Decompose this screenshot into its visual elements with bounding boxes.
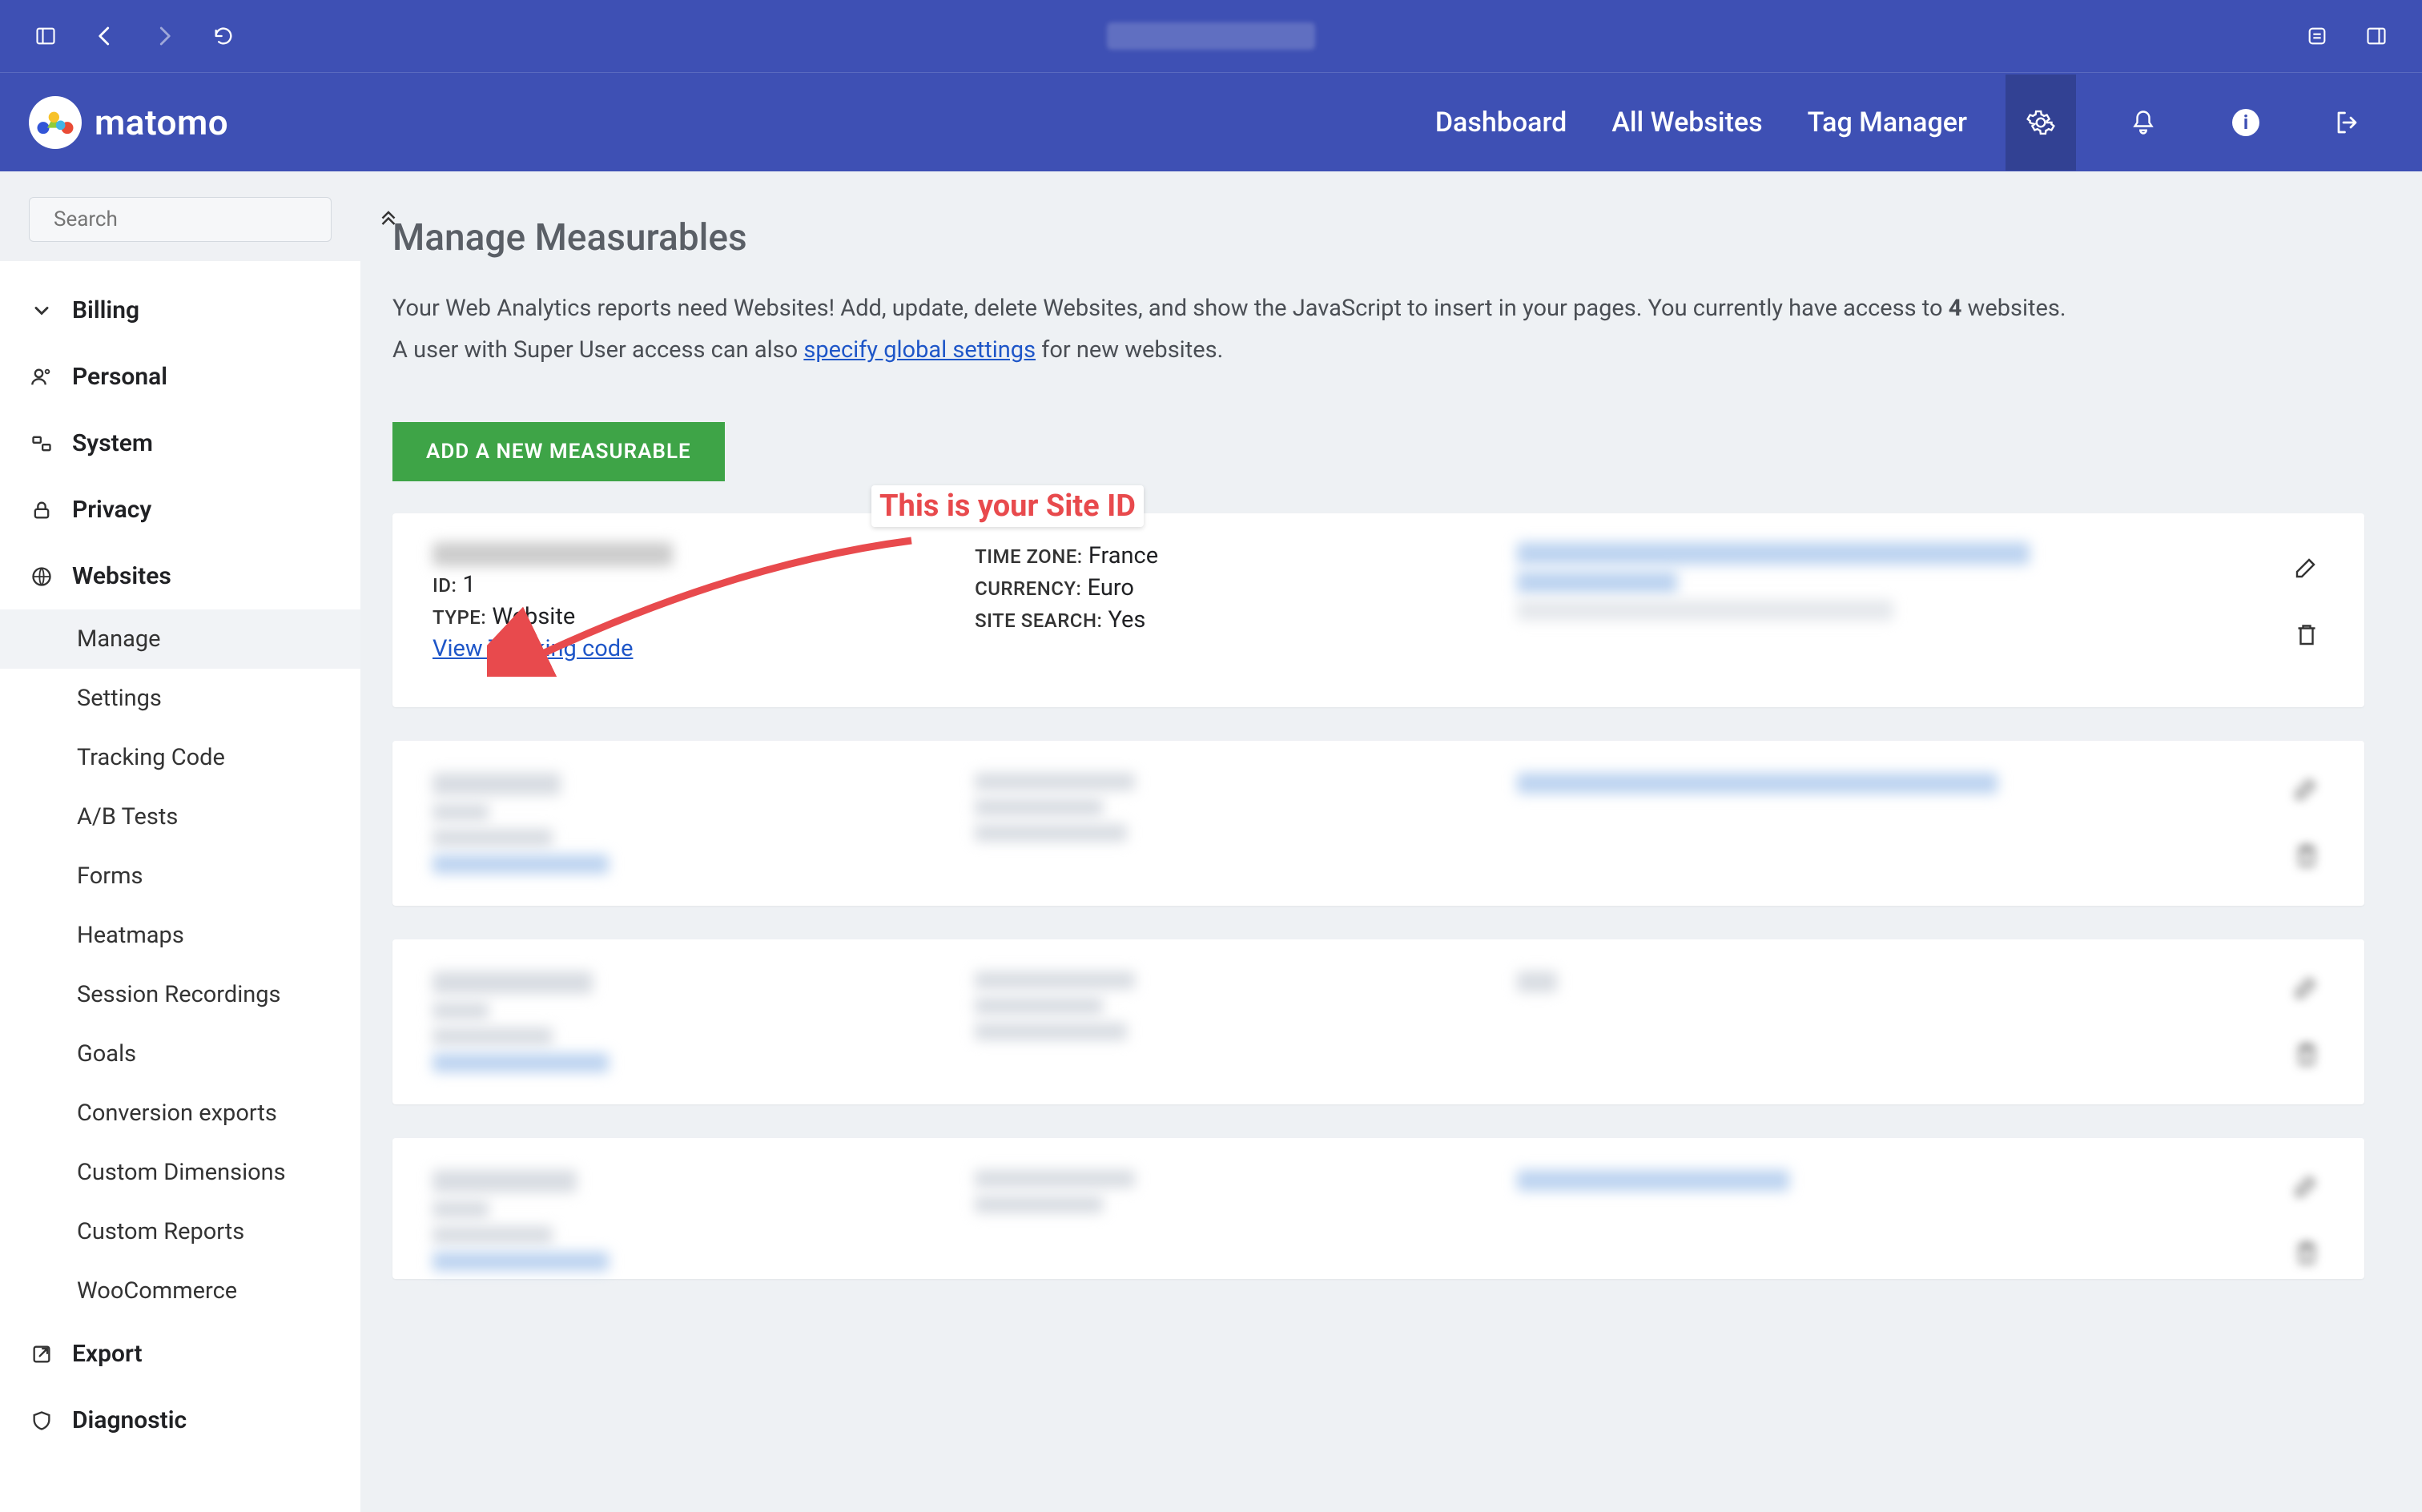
sidebar-label: Privacy xyxy=(72,496,151,524)
lock-icon xyxy=(30,499,53,521)
measurable-card-masked xyxy=(392,939,2364,1104)
matomo-mark-icon xyxy=(29,96,82,149)
info-icon[interactable]: i xyxy=(2211,74,2281,171)
sidebar-item-session-recordings[interactable]: Session Recordings xyxy=(0,965,360,1024)
matomo-logo[interactable]: matomo xyxy=(29,96,228,149)
signout-icon[interactable] xyxy=(2313,74,2384,171)
sidebar-item-goals[interactable]: Goals xyxy=(0,1024,360,1084)
sidebar-label: Export xyxy=(72,1340,143,1368)
top-nav: Dashboard All Websites Tag Manager xyxy=(1435,107,1967,139)
export-icon xyxy=(30,1343,53,1365)
back-icon[interactable] xyxy=(91,22,119,50)
card-col-urls xyxy=(1517,542,2276,662)
collapse-sidebar-icon[interactable] xyxy=(376,208,400,235)
page-description: Your Web Analytics reports need Websites… xyxy=(392,292,2364,327)
sidebar-group-billing[interactable]: Billing xyxy=(0,277,360,344)
forward-icon[interactable] xyxy=(151,22,178,50)
page-description-2: A user with Super User access can also s… xyxy=(392,333,2364,368)
sidebar-item-heatmaps[interactable]: Heatmaps xyxy=(0,906,360,965)
sidebar-label: Diagnostic xyxy=(72,1406,187,1434)
sidebar-item-woocommerce[interactable]: WooCommerce xyxy=(0,1261,360,1321)
app-body: Billing Personal System Privacy Websites… xyxy=(0,171,2422,1512)
sidebar-group-diagnostic[interactable]: Diagnostic xyxy=(0,1387,360,1454)
page-title: Manage Measurables xyxy=(392,216,2364,259)
measurable-card: ID: 1 TYPE: Website View Tracking code T… xyxy=(392,513,2364,707)
tabs-icon[interactable] xyxy=(2363,22,2390,50)
sidebar-group-system[interactable]: System xyxy=(0,410,360,477)
sidebar-item-custom-dimensions[interactable]: Custom Dimensions xyxy=(0,1143,360,1202)
sidebar-search[interactable] xyxy=(29,197,332,242)
sidebar-label: Personal xyxy=(72,363,167,391)
sidebar-label: System xyxy=(72,429,153,457)
measurable-card-masked xyxy=(392,741,2364,906)
edit-icon[interactable] xyxy=(2292,553,2324,585)
matomo-wordmark: matomo xyxy=(95,102,228,143)
sidebar-item-forms[interactable]: Forms xyxy=(0,846,360,906)
global-settings-link[interactable]: specify global settings xyxy=(803,336,1036,364)
person-icon xyxy=(30,366,53,388)
notifications-icon[interactable] xyxy=(2108,74,2179,171)
nav-tag-manager[interactable]: Tag Manager xyxy=(1808,107,1967,139)
site-name-masked xyxy=(432,542,673,566)
view-tracking-code-link[interactable]: View Tracking code xyxy=(432,635,633,662)
nav-dashboard[interactable]: Dashboard xyxy=(1435,107,1567,139)
measurable-card-masked xyxy=(392,1138,2364,1279)
sidebar-group-privacy[interactable]: Privacy xyxy=(0,477,360,543)
delete-icon[interactable] xyxy=(2292,620,2324,652)
sidebar-label: Websites xyxy=(72,562,171,590)
address-bar[interactable] xyxy=(1107,22,1315,50)
chevron-down-icon xyxy=(30,300,53,322)
card-col-basic: ID: 1 TYPE: Website View Tracking code xyxy=(432,542,975,662)
reload-icon[interactable] xyxy=(210,22,237,50)
sidebar-toggle-icon[interactable] xyxy=(32,22,59,50)
sidebar-group-personal[interactable]: Personal xyxy=(0,344,360,410)
sidebar-menu: Billing Personal System Privacy Websites… xyxy=(0,261,360,1512)
globe-icon xyxy=(30,565,53,588)
sidebar-item-tracking-code[interactable]: Tracking Code xyxy=(0,728,360,787)
nav-all-websites[interactable]: All Websites xyxy=(1611,107,1762,139)
settings-icon[interactable] xyxy=(2006,74,2076,171)
sidebar-group-export[interactable]: Export xyxy=(0,1321,360,1387)
share-icon[interactable] xyxy=(2303,22,2331,50)
sidebar-item-settings[interactable]: Settings xyxy=(0,669,360,728)
shield-icon xyxy=(30,1409,53,1432)
sidebar-item-custom-reports[interactable]: Custom Reports xyxy=(0,1202,360,1261)
sidebar-item-conversion-exports[interactable]: Conversion exports xyxy=(0,1084,360,1143)
card-col-locale: TIME ZONE: France CURRENCY: Euro SITE SE… xyxy=(975,542,1517,662)
top-icon-bar: i xyxy=(2006,74,2384,171)
site-id-value: 1 xyxy=(463,571,476,598)
main-content: Manage Measurables Your Web Analytics re… xyxy=(360,171,2422,1512)
browser-chrome xyxy=(0,0,2422,72)
sidebar-group-websites[interactable]: Websites xyxy=(0,543,360,609)
card-actions xyxy=(2292,542,2324,662)
sidebar: Billing Personal System Privacy Websites… xyxy=(0,171,360,1512)
sidebar-item-manage[interactable]: Manage xyxy=(0,609,360,669)
sidebar-label: Billing xyxy=(72,296,139,324)
add-measurable-button[interactable]: ADD A NEW MEASURABLE xyxy=(392,422,725,481)
sidebar-item-ab-tests[interactable]: A/B Tests xyxy=(0,787,360,846)
app-top-bar: matomo Dashboard All Websites Tag Manage… xyxy=(0,72,2422,171)
annotation-label: This is your Site ID xyxy=(871,485,1144,527)
search-input[interactable] xyxy=(54,207,321,231)
system-icon xyxy=(30,432,53,455)
